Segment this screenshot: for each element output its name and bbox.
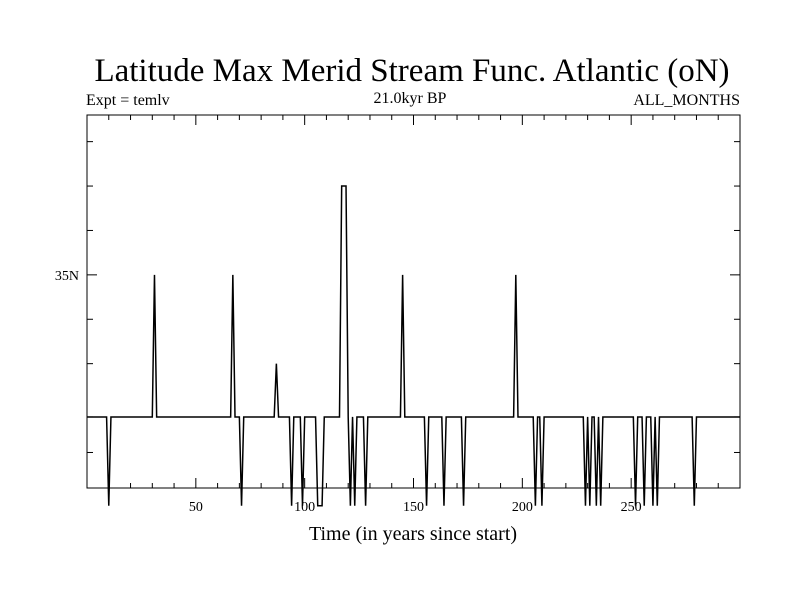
x-tick-label: 50 [189,500,203,515]
subtitle-right: ALL_MONTHS [633,92,740,109]
chart-title: Latitude Max Merid Stream Func. Atlantic… [94,53,729,89]
x-tick-label: 150 [403,500,424,515]
series-line [87,185,740,507]
x-tick-label: 100 [294,500,315,515]
x-axis-label: Time (in years since start) [309,523,517,545]
y-tick-label: 35N [55,269,79,284]
axis-tick-labels: 50 100 150 200 250 35N [55,269,642,515]
x-tick-label: 200 [512,500,533,515]
subtitle-center: 21.0kyr BP [374,90,447,107]
x-tick-label: 250 [621,500,642,515]
subtitle-left: Expt = temlv [86,92,170,109]
axis-ticks [87,115,740,488]
series-group [87,185,740,507]
